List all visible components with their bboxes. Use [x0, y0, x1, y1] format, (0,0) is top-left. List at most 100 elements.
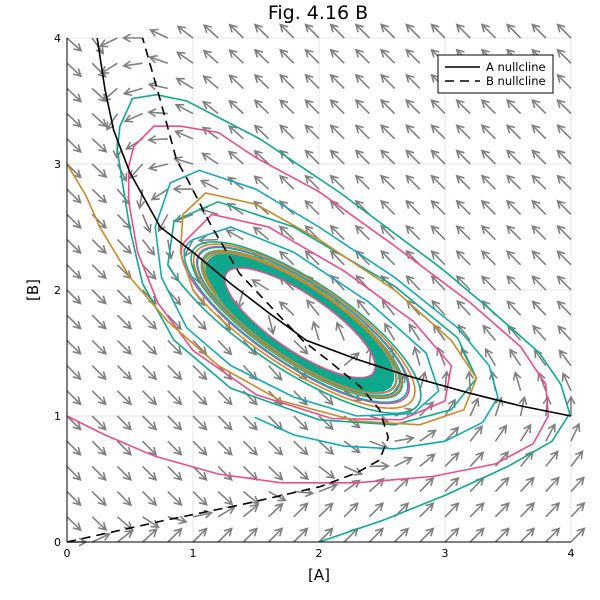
vector-arrow [66, 113, 82, 128]
a-nullcline-line [96, 37, 572, 417]
vector-arrow [123, 112, 143, 123]
vector-arrow [531, 174, 547, 190]
vector-arrow [116, 239, 132, 255]
y-tick-label: 1 [54, 410, 61, 423]
vector-arrow [557, 325, 572, 341]
vector-arrow [405, 149, 421, 165]
vector-arrow [293, 440, 309, 456]
vector-arrow [430, 174, 446, 190]
vector-arrow [405, 124, 421, 140]
vector-arrow [505, 199, 522, 215]
vector-arrow [343, 465, 364, 476]
vector-arrow [570, 422, 581, 442]
vector-arrow [556, 23, 572, 39]
vector-arrow [304, 149, 320, 165]
vector-arrow [335, 321, 345, 341]
vector-arrow [147, 135, 168, 145]
vector-arrow [116, 529, 134, 543]
b-nullcline-line [66, 37, 390, 543]
vector-arrow [354, 224, 370, 241]
vector-arrow [531, 23, 547, 39]
vector-arrow [142, 415, 158, 431]
vector-arrow [318, 390, 334, 406]
vector-arrow [66, 415, 82, 431]
vector-arrow [253, 149, 270, 165]
vector-arrow [116, 491, 133, 507]
legend: A nullcline B nullcline [437, 54, 554, 94]
x-tick-label: 2 [316, 547, 323, 560]
vector-arrow [304, 48, 320, 64]
vector-arrow [278, 174, 295, 190]
vector-arrow [566, 395, 576, 416]
vector-arrow [519, 423, 532, 442]
vector-arrow [116, 465, 133, 482]
x-tick-label: 0 [64, 547, 71, 560]
vector-arrow [329, 124, 345, 140]
vector-arrow [484, 347, 497, 367]
vector-arrow [167, 339, 183, 356]
vector-arrow [304, 124, 320, 140]
vector-arrow [304, 199, 320, 215]
vector-arrow [279, 48, 295, 64]
vector-arrow [91, 239, 107, 255]
vector-arrow [531, 250, 547, 266]
vector-arrow [570, 501, 586, 518]
x-tick-label: 4 [568, 547, 575, 560]
vector-arrow [506, 250, 522, 266]
vector-arrow [306, 299, 320, 316]
vector-arrow [91, 163, 108, 179]
vector-arrow [147, 108, 168, 118]
vector-arrow [228, 23, 244, 39]
vector-arrow [147, 81, 168, 91]
vector-arrow [293, 339, 309, 355]
vector-arrow [379, 149, 396, 165]
vector-arrow [304, 225, 320, 241]
vector-arrow [242, 440, 259, 456]
vector-arrow [227, 150, 244, 165]
vector-arrow [520, 502, 536, 518]
vector-arrow [304, 23, 320, 39]
vector-arrow [354, 73, 370, 89]
vector-arrow [66, 239, 82, 255]
vector-arrow [455, 124, 471, 140]
vector-arrow [253, 73, 270, 89]
vector-arrow [505, 174, 522, 190]
vector-arrow [405, 174, 421, 190]
vector-arrow [480, 199, 496, 215]
vector-arrow [228, 99, 244, 115]
vector-arrow [455, 275, 471, 291]
vector-arrow [505, 98, 522, 115]
vector-arrow [202, 75, 219, 90]
y-tick-label: 2 [54, 284, 61, 297]
vector-arrow [469, 425, 484, 442]
vector-arrow [66, 37, 83, 52]
vector-arrow [142, 339, 158, 356]
vector-arrow [494, 476, 510, 493]
vector-arrow [379, 174, 396, 190]
vector-arrow [368, 502, 384, 518]
vector-arrow [329, 73, 345, 89]
vector-arrow [91, 113, 108, 128]
vector-arrow [116, 339, 133, 356]
vector-arrow [142, 528, 158, 543]
vector-arrow [66, 465, 82, 482]
vector-arrow [494, 450, 510, 467]
vector-arrow [318, 465, 336, 479]
vector-arrow [192, 365, 208, 381]
vector-arrow [329, 48, 345, 64]
vector-arrow [176, 51, 194, 64]
vector-arrow [167, 491, 183, 507]
vector-arrow [455, 98, 471, 115]
vector-arrow [444, 527, 460, 543]
vector-arrow [192, 440, 208, 456]
vector-arrow [494, 502, 510, 518]
vector-arrow [167, 365, 183, 381]
vector-arrow [318, 482, 339, 493]
vector-arrow [558, 349, 572, 367]
vector-arrow [278, 250, 295, 266]
y-axis-label: [B] [24, 279, 42, 301]
vector-arrow [173, 156, 194, 165]
vector-arrow [465, 370, 475, 391]
vector-arrow [91, 415, 107, 431]
vector-arrow [505, 124, 522, 140]
